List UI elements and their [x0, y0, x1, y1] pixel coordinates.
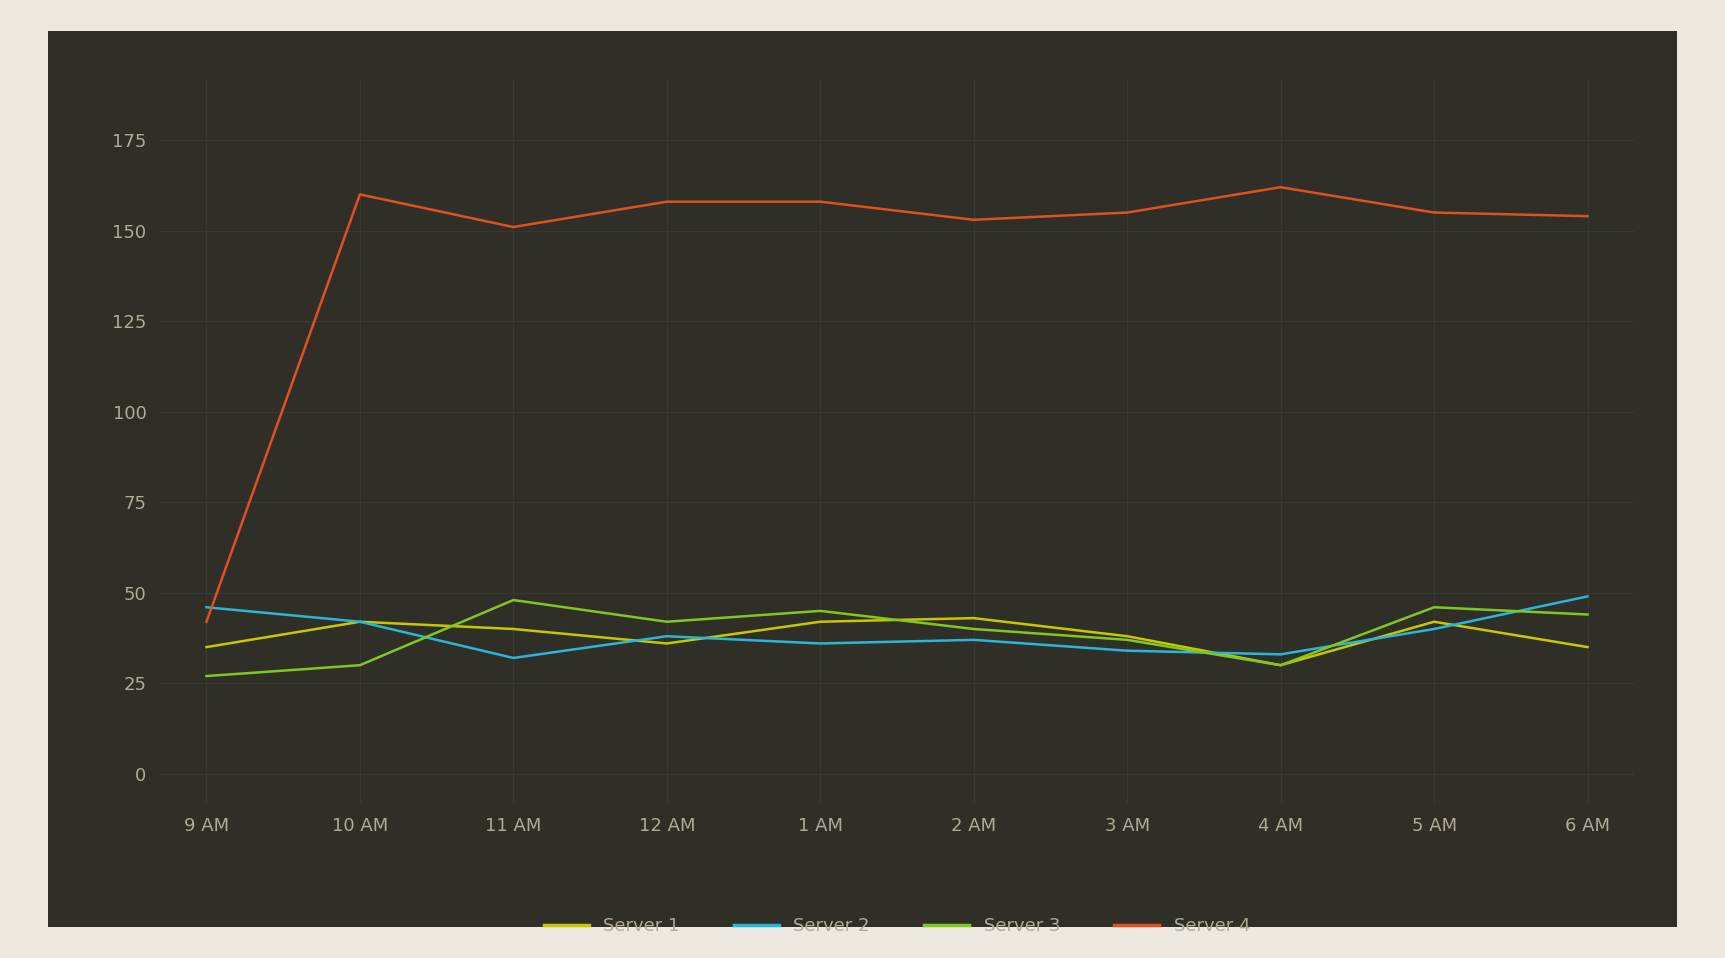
Legend: Server 1, Server 2, Server 3, Server 4: Server 1, Server 2, Server 3, Server 4	[543, 917, 1251, 935]
